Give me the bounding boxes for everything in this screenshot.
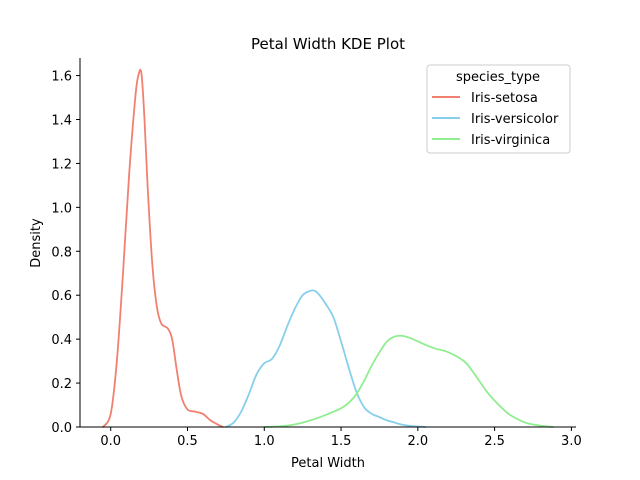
x-tick-label: 0.5	[177, 434, 198, 449]
y-tick-label: 1.4	[51, 114, 72, 129]
x-tick-label: 3.0	[561, 434, 582, 449]
y-tick-label: 0.4	[51, 333, 72, 348]
y-ticks: 0.0 0.2 0.4 0.6 0.8 1.0 1.2 1.4 1.6	[51, 70, 80, 436]
x-tick-label: 1.0	[254, 434, 275, 449]
x-tick-label: 1.5	[331, 434, 352, 449]
series-line-iris-virginica	[263, 334, 554, 428]
legend-label-iris-virginica: Iris-virginica	[471, 133, 550, 148]
x-axis-label: Petal Width	[291, 456, 365, 471]
legend-title: species_type	[456, 70, 540, 85]
x-tick-label: 2.0	[407, 434, 428, 449]
y-tick-label: 0.0	[51, 421, 72, 436]
series-line-iris-versicolor	[224, 289, 427, 428]
x-tick-label: 0.0	[100, 434, 121, 449]
chart-title: Petal Width KDE Plot	[251, 35, 405, 53]
y-tick-label: 1.6	[51, 70, 72, 85]
legend-label-iris-versicolor: Iris-versicolor	[471, 112, 559, 127]
series-layer	[102, 68, 554, 428]
x-tick-label: 2.5	[484, 434, 505, 449]
legend-label-iris-setosa: Iris-setosa	[471, 91, 538, 106]
legend-entries: Iris-setosa Iris-versicolor Iris-virginica	[432, 91, 559, 148]
y-tick-label: 1.2	[51, 157, 72, 172]
legend: species_type Iris-setosaIris-versicolorI…	[426, 64, 571, 154]
y-tick-label: 1.0	[51, 201, 72, 216]
y-tick-label: 0.6	[51, 289, 72, 304]
y-axis-label: Density	[29, 218, 44, 268]
x-ticks: 0.0 0.5 1.0 1.5 2.0 2.5 3.0	[100, 427, 582, 449]
y-tick-label: 0.8	[51, 245, 72, 260]
series-line-iris-setosa	[102, 68, 224, 428]
y-tick-label: 0.2	[51, 377, 72, 392]
legend-box	[426, 64, 571, 154]
